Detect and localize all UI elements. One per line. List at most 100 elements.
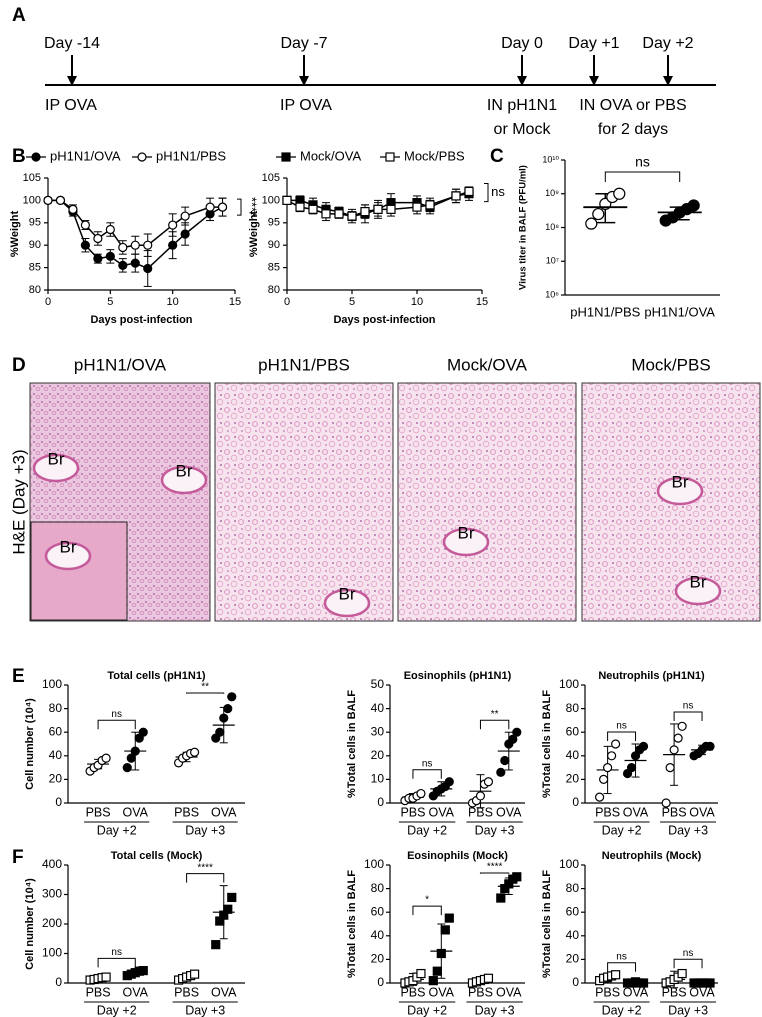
legend-marker: [385, 152, 395, 162]
x-tick-label: pH1N1/PBS: [570, 304, 640, 319]
marker: [500, 755, 510, 766]
marker: [321, 209, 331, 219]
br-label: Br: [339, 584, 356, 603]
y-tick-label: 90: [29, 239, 41, 251]
x-axis-label: Days post-infection: [333, 314, 435, 326]
br-label: Br: [690, 572, 707, 591]
marker: [595, 792, 605, 802]
significance-label: **: [201, 682, 209, 693]
significance-label: ns: [422, 758, 433, 769]
marker: [118, 260, 128, 270]
x-tick-label: PBS: [86, 805, 111, 819]
x-tick-label: PBS: [595, 805, 620, 819]
significance-label: ****: [197, 862, 213, 873]
x-tick-label: PBS: [174, 805, 199, 819]
significance-bracket: [479, 719, 510, 730]
br-label: Br: [48, 449, 65, 468]
x-tick-label: PBS: [400, 805, 425, 819]
marker: [432, 966, 442, 976]
marker: [677, 968, 687, 979]
y-tick-label: 100: [42, 677, 62, 691]
marker: [483, 973, 494, 983]
marker: [189, 747, 200, 757]
legend-marker: [281, 152, 291, 162]
group-label: Day +3: [475, 823, 515, 837]
br-label: Br: [176, 461, 193, 480]
marker: [101, 753, 111, 763]
histology-image: [397, 382, 577, 622]
group-label: Day +2: [602, 823, 642, 837]
y-tick-label: 100: [559, 857, 579, 871]
y-tick-label: 50: [371, 677, 385, 691]
y-tick-label: 80: [29, 284, 41, 296]
marker: [130, 258, 140, 268]
day-label: Day +1: [568, 35, 619, 52]
legend-marker: [137, 152, 147, 162]
y-tick-label: 10¹⁰: [542, 154, 559, 164]
marker: [665, 762, 675, 773]
chart-title: Eosinophils (Mock): [407, 850, 508, 862]
timeline-note: for 2 days: [598, 121, 668, 138]
x-tick-label: 0: [45, 296, 51, 308]
y-tick-label: 10⁸: [545, 222, 559, 232]
day-label: Day 0: [501, 35, 543, 52]
x-tick-label: 10: [411, 296, 423, 308]
br-label: Br: [672, 472, 689, 491]
y-axis-label: %Total cells in BALF: [346, 690, 358, 798]
y-tick-label: 30: [371, 724, 385, 738]
x-tick-label: 5: [107, 296, 113, 308]
x-tick-label: PBS: [468, 805, 493, 819]
marker: [295, 202, 305, 212]
br-label: Br: [458, 523, 475, 542]
y-tick-label: 0: [55, 795, 62, 809]
histology-ylabel: H&E (Day +3): [9, 449, 28, 554]
y-tick-label: 10: [371, 772, 385, 786]
marker: [105, 251, 115, 261]
y-tick-label: 80: [49, 701, 63, 715]
marker: [416, 968, 426, 979]
day-label: Day -14: [44, 35, 100, 52]
y-axis-label: Virus titer in BALF (PFU/ml): [518, 165, 529, 290]
marker: [613, 187, 626, 200]
significance-label: ns: [683, 948, 694, 959]
y-axis-label: %Weight: [9, 211, 21, 258]
marker: [677, 721, 687, 731]
y-tick-label: 80: [566, 881, 580, 895]
legend-label: pH1N1/PBS: [156, 148, 226, 163]
histology-title: Mock/PBS: [631, 355, 710, 374]
marker: [669, 745, 679, 755]
group-label: Day +2: [97, 823, 137, 837]
marker: [483, 777, 494, 787]
bronchiole: [656, 476, 704, 506]
y-axis-label: Cell number (10⁴): [24, 878, 36, 970]
marker: [444, 777, 454, 787]
x-tick-label: 5: [349, 296, 355, 308]
marker: [373, 204, 383, 214]
marker: [138, 727, 148, 737]
y-axis-label: %Total cells in BALF: [346, 870, 358, 978]
y-tick-label: 90: [268, 239, 280, 251]
y-tick-label: 105: [23, 172, 41, 184]
y-axis-label: %Total cells in BALF: [541, 690, 553, 798]
x-tick-label: PBS: [174, 985, 199, 999]
x-axis-label: Days post-infection: [90, 314, 192, 326]
significance-bracket: [97, 719, 136, 730]
histology-image: [214, 382, 394, 622]
y-tick-label: 100: [262, 194, 280, 206]
x-tick-label: OVA: [689, 985, 715, 999]
x-tick-label: 0: [284, 296, 290, 308]
marker: [416, 788, 426, 799]
marker: [93, 254, 103, 264]
marker: [512, 727, 522, 737]
y-tick-label: 95: [29, 217, 41, 229]
timeline-note: or Mock: [494, 121, 552, 138]
histology-title: pH1N1/PBS: [258, 355, 350, 374]
group-label: Day +2: [407, 823, 447, 837]
significance-label: **: [491, 709, 499, 720]
x-tick-label: PBS: [662, 985, 687, 999]
significance-label: ns: [491, 184, 505, 199]
group-label: Day +3: [185, 1003, 225, 1017]
x-tick-label: OVA: [689, 805, 715, 819]
significance-bracket: [607, 962, 637, 972]
y-tick-label: 20: [49, 772, 63, 786]
